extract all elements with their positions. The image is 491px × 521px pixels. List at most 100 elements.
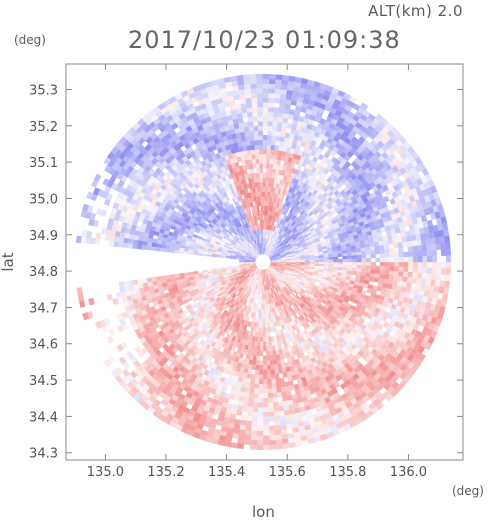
- radar-cell: [253, 383, 259, 390]
- radar-cell: [398, 271, 404, 277]
- radar-cell: [347, 264, 353, 269]
- radar-cell: [300, 264, 306, 267]
- radar-cell: [270, 139, 277, 146]
- radar-cell: [250, 373, 256, 380]
- radar-cell: [229, 203, 235, 210]
- radar-cell: [262, 181, 267, 188]
- radar-cell: [258, 144, 264, 150]
- radar-cell: [276, 121, 283, 128]
- radar-cell: [272, 261, 278, 263]
- radar-cell: [279, 382, 286, 388]
- radar-cell: [257, 397, 264, 404]
- radar-cell: [271, 125, 278, 132]
- radar-cell: [396, 237, 403, 244]
- radar-cell: [183, 272, 190, 277]
- radar-cell: [253, 392, 259, 399]
- radar-cell: [276, 396, 283, 403]
- radar-cell: [259, 341, 264, 347]
- radar-cell: [266, 383, 273, 390]
- radar-cell: [239, 131, 246, 138]
- radar-cell: [397, 242, 404, 249]
- radar-cell: [309, 259, 315, 263]
- radar-cell: [259, 351, 264, 357]
- radar-cell: [267, 388, 273, 394]
- radar-cell: [269, 364, 275, 371]
- radar-cell: [118, 281, 125, 288]
- radar-cell: [276, 126, 283, 133]
- radar-cell: [266, 360, 271, 366]
- radar-cell: [262, 186, 266, 192]
- radar-cell: [295, 260, 301, 263]
- radar-cell: [256, 341, 261, 347]
- radar-cell: [245, 378, 251, 384]
- radar-cell: [375, 265, 381, 271]
- radar-cell: [276, 159, 282, 166]
- radar-cell: [342, 264, 348, 269]
- radar-cell: [347, 255, 353, 260]
- radar-cell: [384, 266, 390, 272]
- radar-cell: [255, 360, 260, 366]
- radar-cell: [261, 214, 264, 220]
- radar-cell: [259, 336, 264, 343]
- radar-cell: [249, 378, 256, 385]
- radar-cell: [389, 257, 395, 263]
- radar-cell: [259, 167, 264, 174]
- radar-cell: [392, 275, 399, 282]
- radar-cell: [271, 130, 277, 137]
- radar-cell: [393, 266, 400, 272]
- radar-cell: [258, 149, 264, 155]
- radar-cell: [245, 140, 251, 146]
- radar-cell: [253, 125, 259, 132]
- radar-cell: [373, 277, 380, 283]
- radar-cell: [360, 250, 367, 256]
- radar-cell: [249, 383, 255, 389]
- radar-cell: [328, 259, 334, 263]
- radar-cell: [266, 153, 271, 160]
- radar-cell: [241, 140, 247, 147]
- radar-cell: [259, 163, 264, 169]
- radar-cell: [248, 130, 255, 137]
- radar-cell: [267, 125, 273, 132]
- radar-cell: [398, 251, 405, 258]
- radar-cell: [392, 242, 399, 249]
- radar-cell: [141, 278, 148, 284]
- radar-cell: [251, 153, 257, 160]
- radar-cell: [356, 261, 362, 266]
- radar-cell: [275, 382, 281, 389]
- radar-cell: [262, 360, 267, 366]
- radar-cell: [179, 272, 185, 277]
- radar-cell: [250, 149, 256, 155]
- radar-cell: [260, 289, 263, 296]
- radar-cell: [262, 158, 267, 164]
- radar-cell: [131, 243, 138, 249]
- radar-cell: [151, 276, 157, 282]
- radar-cell: [265, 332, 269, 338]
- radar-cell: [255, 158, 260, 164]
- radar-cell: [262, 346, 267, 352]
- radar-cell: [366, 261, 372, 267]
- radar-cell: [398, 266, 405, 273]
- radar-cell: [270, 149, 276, 155]
- radar-cell: [264, 317, 268, 324]
- radar-cell: [370, 265, 376, 271]
- radar-cell: [262, 322, 266, 329]
- radar-cell: [202, 269, 208, 273]
- radar-cell: [384, 248, 390, 254]
- radar-cell: [256, 346, 261, 352]
- radar-cell: [243, 126, 250, 133]
- radar-cell: [370, 249, 376, 255]
- radar-cell: [262, 336, 267, 343]
- radar-cell: [270, 378, 277, 385]
- radar-cell: [365, 250, 372, 256]
- radar-cell: [397, 275, 404, 282]
- radar-cell: [262, 116, 269, 122]
- y-axis-unit: (deg): [14, 33, 46, 47]
- radar-cell: [383, 244, 390, 250]
- radar-cell: [257, 191, 261, 197]
- radar-cell: [281, 391, 287, 398]
- radar-cell: [255, 364, 260, 371]
- radar-cell: [266, 369, 272, 375]
- radar-cell: [258, 134, 264, 141]
- radar-cell: [262, 365, 268, 371]
- radar-cell: [262, 177, 267, 183]
